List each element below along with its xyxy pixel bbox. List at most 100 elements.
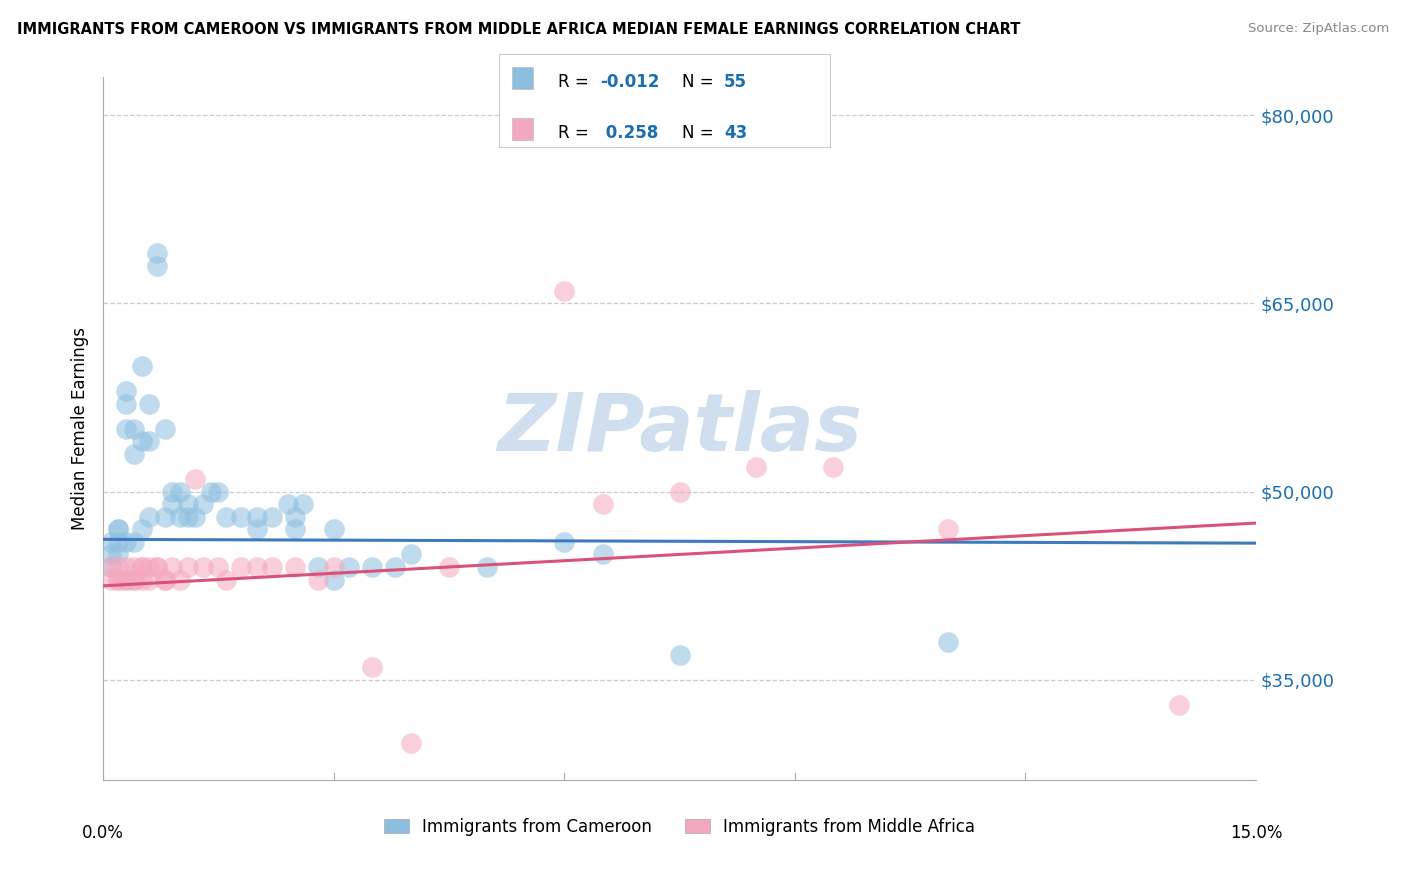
Point bbox=[307, 573, 329, 587]
Point bbox=[284, 560, 307, 574]
Text: N =: N = bbox=[682, 124, 718, 142]
Point bbox=[115, 573, 138, 587]
Point bbox=[437, 560, 460, 574]
Point bbox=[115, 384, 138, 399]
Point bbox=[668, 648, 690, 662]
Point bbox=[115, 573, 138, 587]
Point bbox=[100, 548, 122, 562]
Point bbox=[146, 560, 169, 574]
Text: ZIPatlas: ZIPatlas bbox=[496, 390, 862, 468]
Point bbox=[146, 246, 169, 260]
Point bbox=[322, 522, 344, 536]
Point bbox=[592, 497, 614, 511]
Point bbox=[668, 484, 690, 499]
Point bbox=[215, 509, 238, 524]
Point bbox=[284, 522, 307, 536]
Point bbox=[122, 573, 145, 587]
Point bbox=[191, 560, 214, 574]
Point bbox=[191, 497, 214, 511]
Point bbox=[200, 484, 222, 499]
Point bbox=[100, 560, 122, 574]
Point bbox=[107, 560, 129, 574]
Point bbox=[399, 736, 422, 750]
Point bbox=[553, 535, 575, 549]
Text: 55: 55 bbox=[724, 73, 747, 91]
Point bbox=[262, 560, 284, 574]
Text: N =: N = bbox=[682, 73, 718, 91]
Point bbox=[100, 535, 122, 549]
Point bbox=[322, 560, 344, 574]
Point bbox=[337, 560, 360, 574]
Point bbox=[823, 459, 845, 474]
Point bbox=[131, 560, 153, 574]
Point bbox=[938, 635, 960, 649]
Text: 15.0%: 15.0% bbox=[1230, 824, 1282, 842]
Point bbox=[153, 509, 176, 524]
Point bbox=[107, 522, 129, 536]
Point bbox=[107, 522, 129, 536]
Point bbox=[138, 573, 160, 587]
Point bbox=[262, 509, 284, 524]
Point bbox=[122, 560, 145, 574]
Point bbox=[361, 560, 384, 574]
Point bbox=[176, 497, 198, 511]
Point bbox=[138, 434, 160, 449]
Point bbox=[146, 560, 169, 574]
Point bbox=[122, 447, 145, 461]
Point bbox=[115, 535, 138, 549]
Point bbox=[231, 509, 253, 524]
Point bbox=[115, 397, 138, 411]
Point bbox=[107, 535, 129, 549]
Point bbox=[592, 548, 614, 562]
Point bbox=[138, 397, 160, 411]
Point bbox=[138, 560, 160, 574]
Point bbox=[107, 573, 129, 587]
Point bbox=[246, 522, 269, 536]
Point bbox=[176, 560, 198, 574]
Point bbox=[115, 560, 138, 574]
Point bbox=[162, 560, 184, 574]
Point bbox=[146, 259, 169, 273]
Point bbox=[169, 573, 191, 587]
Text: 43: 43 bbox=[724, 124, 748, 142]
Point bbox=[246, 509, 269, 524]
Point bbox=[138, 509, 160, 524]
Text: -0.012: -0.012 bbox=[600, 73, 659, 91]
Y-axis label: Median Female Earnings: Median Female Earnings bbox=[72, 327, 89, 531]
Point bbox=[938, 522, 960, 536]
Point bbox=[553, 284, 575, 298]
Point bbox=[153, 573, 176, 587]
Point bbox=[153, 422, 176, 436]
Point bbox=[115, 422, 138, 436]
Point bbox=[184, 472, 207, 486]
Text: Source: ZipAtlas.com: Source: ZipAtlas.com bbox=[1249, 22, 1389, 36]
Point bbox=[100, 573, 122, 587]
Point bbox=[284, 509, 307, 524]
Point bbox=[184, 509, 207, 524]
Point bbox=[215, 573, 238, 587]
Point bbox=[207, 560, 229, 574]
Point bbox=[169, 484, 191, 499]
Point bbox=[153, 573, 176, 587]
Point bbox=[231, 560, 253, 574]
Point bbox=[477, 560, 499, 574]
Point bbox=[176, 509, 198, 524]
Point bbox=[131, 522, 153, 536]
Text: R =: R = bbox=[558, 73, 595, 91]
Point bbox=[207, 484, 229, 499]
Text: 0.258: 0.258 bbox=[600, 124, 658, 142]
Point bbox=[122, 535, 145, 549]
Point bbox=[1168, 698, 1191, 712]
Point bbox=[322, 573, 344, 587]
Point bbox=[384, 560, 406, 574]
Point bbox=[162, 497, 184, 511]
Point bbox=[291, 497, 314, 511]
Text: R =: R = bbox=[558, 124, 595, 142]
Point bbox=[399, 548, 422, 562]
Point bbox=[131, 560, 153, 574]
Point bbox=[162, 484, 184, 499]
Point bbox=[361, 660, 384, 674]
Point bbox=[169, 509, 191, 524]
Point bbox=[107, 573, 129, 587]
Point bbox=[307, 560, 329, 574]
